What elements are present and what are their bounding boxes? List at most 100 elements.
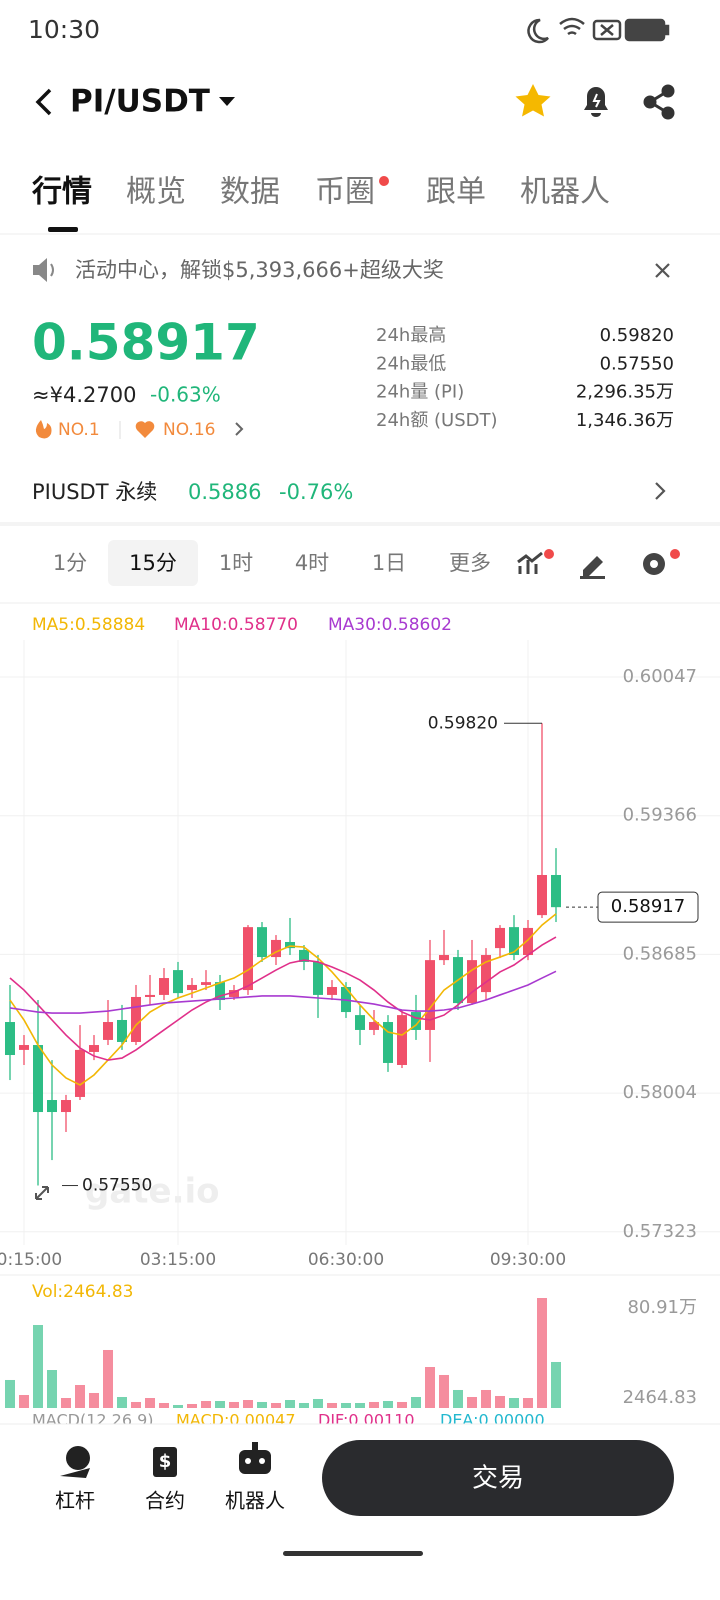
- perp-arrow[interactable]: [655, 482, 666, 500]
- status-icons: [527, 17, 670, 44]
- ma-line: [9, 936, 557, 1061]
- volume-bar: [453, 1389, 463, 1408]
- last-price-box: [597, 891, 699, 923]
- volume-bar: [299, 1403, 309, 1408]
- stat-value: 0.59820: [600, 325, 674, 346]
- stat-value: 0.57550: [600, 353, 674, 374]
- high-label: 0.59820: [428, 713, 498, 733]
- volume-bar: [383, 1400, 393, 1408]
- candle-body: [299, 949, 309, 962]
- timeframe[interactable]: 更多: [449, 551, 491, 575]
- volume-bar: [47, 1370, 57, 1408]
- expand-icon[interactable]: [35, 1186, 49, 1200]
- share-icon[interactable]: [643, 84, 675, 120]
- timeframe[interactable]: 1日: [372, 551, 406, 575]
- tab[interactable]: 概览: [126, 175, 186, 210]
- back-button[interactable]: [35, 88, 52, 116]
- tab-indicator: [48, 227, 78, 232]
- candle-body: [383, 1022, 393, 1063]
- tab[interactable]: 数据: [220, 175, 280, 210]
- tab[interactable]: 行情: [31, 175, 92, 210]
- favorite-icon[interactable]: [515, 84, 551, 117]
- stat-label: 24h最高: [376, 325, 446, 346]
- nav-label[interactable]: 合约: [145, 1489, 185, 1513]
- volume-bar: [397, 1401, 407, 1408]
- volume-bar: [187, 1403, 197, 1408]
- candle-body: [215, 982, 225, 1001]
- last-price: 0.58917: [32, 314, 260, 372]
- settings-icon[interactable]: [643, 549, 680, 575]
- trade-button[interactable]: [322, 1440, 674, 1516]
- low-label: 0.57550: [82, 1176, 152, 1196]
- contract-icon[interactable]: $: [153, 1447, 177, 1477]
- candle-body: [19, 1045, 29, 1050]
- ma-legend: MA30:0.58602: [328, 615, 452, 635]
- tab[interactable]: 机器人: [520, 175, 610, 210]
- y-tick-label: 2464.83: [623, 1387, 697, 1408]
- timeframe[interactable]: 1分: [53, 551, 87, 575]
- banner-text[interactable]: 活动中心，解锁$5,393,666+超级大奖: [75, 258, 444, 282]
- rank-arrow[interactable]: [235, 422, 244, 436]
- y-tick-label: 0.60047: [623, 666, 697, 687]
- stat-label: 24h额 (USDT): [376, 410, 498, 431]
- close-banner[interactable]: [655, 263, 670, 278]
- stats: 24h最高 0.59820 24h最低 0.57550 24h量 (PI) 2,296.3…: [376, 325, 674, 431]
- pair-title[interactable]: PI/USDT: [70, 84, 210, 120]
- leverage-icon[interactable]: [60, 1446, 90, 1478]
- tab[interactable]: 跟单: [426, 175, 486, 210]
- alert-icon[interactable]: [584, 87, 608, 117]
- volume-bar: [341, 1403, 351, 1408]
- candle-body: [173, 970, 183, 994]
- trade-label[interactable]: 交易: [472, 1464, 524, 1494]
- candle-body: [537, 874, 547, 916]
- volume-bar: [271, 1403, 281, 1408]
- candle-body: [5, 1022, 15, 1056]
- candle-body: [103, 1022, 113, 1040]
- volume-bar: [229, 1401, 239, 1408]
- pair-dropdown[interactable]: [219, 97, 235, 106]
- rank-fav[interactable]: NO.16: [163, 420, 215, 440]
- volume-bar: [551, 1361, 561, 1408]
- last-price-label: 0.58917: [611, 896, 685, 917]
- divider: [0, 522, 720, 526]
- volume-bar: [257, 1401, 267, 1408]
- robot-icon[interactable]: [239, 1442, 271, 1474]
- candle-body: [229, 990, 239, 997]
- perp-name[interactable]: PIUSDT 永续: [32, 480, 157, 504]
- volume-bar: [89, 1392, 99, 1408]
- candle-body: [243, 927, 253, 991]
- ma-line: [9, 913, 557, 1086]
- home-indicator: [283, 1551, 423, 1556]
- candle-body: [327, 986, 337, 995]
- tab[interactable]: 币圈: [315, 175, 375, 210]
- ma-line: [9, 970, 557, 1014]
- candle-body: [201, 982, 211, 985]
- candle-body: [145, 994, 155, 997]
- timeframe[interactable]: 1时: [219, 551, 253, 575]
- timeframe-selected-bg: [108, 540, 198, 586]
- ma-legend: MA10:0.58770: [174, 615, 298, 635]
- stat-value: 2,296.35万: [576, 382, 674, 403]
- candle-body: [411, 1012, 421, 1030]
- timeframe[interactable]: 15分: [129, 551, 177, 575]
- candle-body: [257, 927, 267, 958]
- candle-body: [369, 1022, 379, 1030]
- volume-bar: [425, 1367, 435, 1408]
- status-time: 10:30: [28, 15, 100, 44]
- y-tick-label: 0.57323: [623, 1221, 697, 1242]
- volume-bar: [75, 1385, 85, 1408]
- indicator-icon[interactable]: [517, 549, 554, 574]
- nav-label[interactable]: 杠杆: [55, 1489, 95, 1513]
- candle-body: [495, 927, 505, 949]
- candlestick-chart: MA5:0.58884 MA10:0.58770 MA30:0.58602 gate.…: [0, 615, 720, 1270]
- timeframe[interactable]: 4时: [295, 551, 329, 575]
- hot-icon: [35, 420, 52, 439]
- rank-hot[interactable]: NO.1: [58, 420, 100, 440]
- nav-label[interactable]: 机器人: [225, 1489, 285, 1513]
- candle-body: [551, 874, 561, 908]
- bottom-nav: 杠杆 合约 机器人: [55, 1489, 285, 1513]
- draw-icon[interactable]: [580, 556, 605, 579]
- y-tick-label: 0.59366: [623, 805, 697, 826]
- x-tick-label: 09:30:00: [490, 1250, 566, 1270]
